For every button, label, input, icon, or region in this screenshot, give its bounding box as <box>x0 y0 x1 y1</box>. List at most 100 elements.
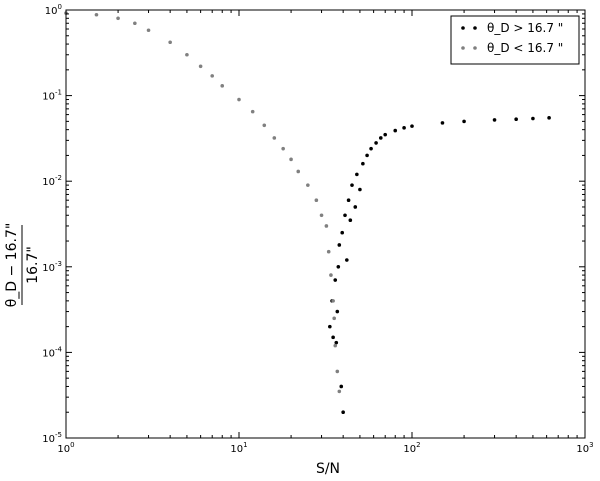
data-point <box>355 172 359 177</box>
data-point <box>146 28 151 33</box>
x-tick-label: 101 <box>230 441 247 455</box>
y-tick-label: 10-3 <box>42 260 62 274</box>
data-point <box>374 141 378 145</box>
data-point <box>340 230 345 235</box>
x-tick-label-base: 10 <box>57 444 70 455</box>
series-0 <box>328 116 551 415</box>
data-point <box>383 132 388 137</box>
y-tick-label-base: 10 <box>42 177 55 188</box>
data-point <box>326 249 331 254</box>
data-point <box>250 109 255 114</box>
x-tick-label-exponent: 3 <box>589 441 593 449</box>
data-point <box>328 324 332 329</box>
data-point <box>531 116 535 121</box>
data-point <box>331 335 335 340</box>
y-tick-label-base: 10 <box>45 6 58 17</box>
y-tick-label-base: 10 <box>42 348 55 359</box>
data-point <box>346 198 351 202</box>
data-point <box>296 169 301 174</box>
legend-box <box>450 15 580 65</box>
data-point <box>329 273 333 277</box>
y-tick-label: 100 <box>45 3 62 17</box>
data-point <box>331 299 335 303</box>
data-point <box>358 187 362 192</box>
data-point <box>393 128 398 133</box>
data-point <box>116 16 120 21</box>
data-point <box>168 40 172 45</box>
data-point <box>343 213 347 218</box>
data-point <box>333 278 338 282</box>
data-point <box>319 213 324 218</box>
x-tick-label: 103 <box>576 441 593 455</box>
data-point <box>361 161 365 166</box>
legend-marker <box>473 26 477 30</box>
data-point <box>462 119 466 124</box>
data-point <box>185 52 189 57</box>
data-point <box>402 126 406 130</box>
x-tick-label: 100 <box>57 441 74 455</box>
y-tick-label-exponent: -5 <box>55 431 62 439</box>
y-tick-label-base: 10 <box>42 434 55 445</box>
legend-label: θ_D < 16.7 " <box>487 41 563 55</box>
x-tick-label-base: 10 <box>576 444 589 455</box>
plot-area <box>64 9 586 439</box>
data-point <box>281 146 285 151</box>
data-point <box>350 183 354 187</box>
data-point <box>314 198 319 202</box>
data-point <box>198 64 203 69</box>
x-tick-label-exponent: 2 <box>416 441 420 449</box>
plot-frame <box>65 9 586 439</box>
data-point <box>335 309 340 314</box>
data-point <box>378 136 383 140</box>
x-tick-label-exponent: 1 <box>243 441 247 449</box>
data-point <box>440 121 445 125</box>
data-point <box>492 118 497 122</box>
y-tick-label-exponent: 0 <box>58 3 62 11</box>
y-tick-label-exponent: -1 <box>55 89 62 97</box>
data-point <box>333 343 338 348</box>
data-point <box>547 116 551 120</box>
data-point <box>324 224 329 228</box>
data-point <box>335 369 340 374</box>
x-tick-label-base: 10 <box>230 444 243 455</box>
data-point <box>237 97 241 102</box>
data-point <box>133 21 137 26</box>
y-tick-label: 10-1 <box>42 89 62 103</box>
x-tick-label: 102 <box>403 441 420 455</box>
y-tick-label: 10-2 <box>42 174 62 188</box>
data-point <box>332 316 336 321</box>
y-axis-label: θ_D − 16.7" 16.7" <box>4 223 41 308</box>
data-point <box>262 123 267 128</box>
x-axis: 100 101 102 103 <box>57 10 594 455</box>
data-point <box>337 389 342 394</box>
y-axis-label-numerator: θ_D − 16.7" <box>4 223 20 308</box>
x-tick-label-base: 10 <box>403 444 416 455</box>
data-point <box>306 183 310 187</box>
data-point <box>210 74 215 78</box>
data-point <box>348 218 353 223</box>
y-axis-label-denominator: 16.7" <box>25 246 41 284</box>
y-tick-label-exponent: -2 <box>55 174 62 182</box>
data-point <box>337 243 342 247</box>
data-point <box>334 340 339 345</box>
legend-marker <box>461 46 465 50</box>
legend-label: θ_D > 16.7 " <box>487 21 563 35</box>
legend-marker <box>461 26 465 30</box>
series-1 <box>64 11 342 394</box>
data-point <box>336 265 341 269</box>
y-tick-label-base: 10 <box>42 92 55 103</box>
data-point <box>369 146 373 151</box>
data-point <box>353 205 358 209</box>
x-axis-label: S/N <box>316 461 340 477</box>
data-point <box>289 157 293 162</box>
data-point <box>410 124 414 128</box>
x-tick-label-exponent: 0 <box>70 441 74 449</box>
legend-marker <box>473 46 477 50</box>
y-tick-label: 10-5 <box>42 431 62 445</box>
y-tick-label-exponent: -4 <box>55 345 63 353</box>
y-tick-label: 10-4 <box>42 345 62 359</box>
y-tick-label-base: 10 <box>42 263 55 274</box>
data-point <box>341 410 345 415</box>
